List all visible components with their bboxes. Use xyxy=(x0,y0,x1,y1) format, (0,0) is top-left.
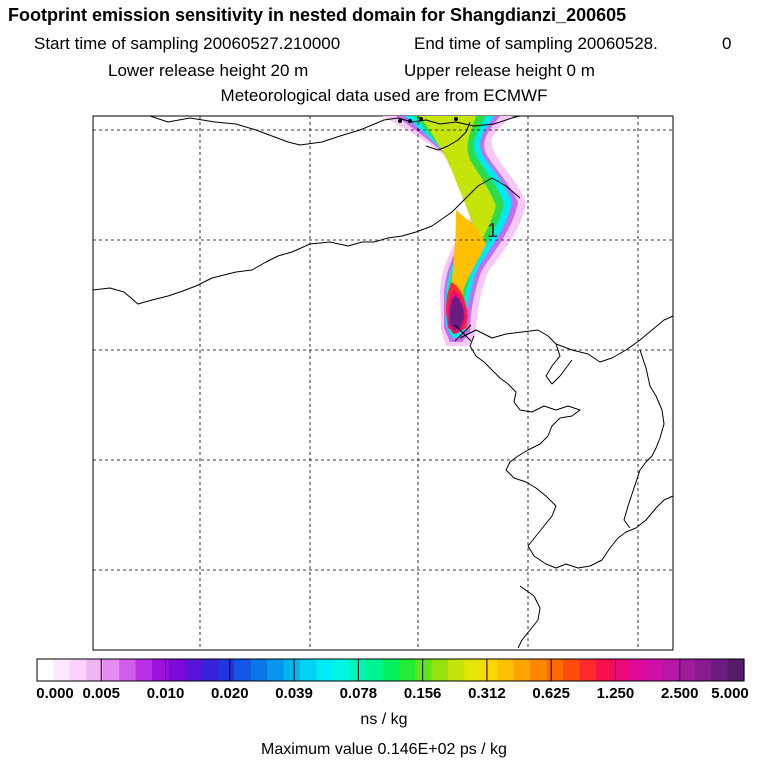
lower-release-height: Lower release height 20 m xyxy=(108,61,309,80)
end-time-label: End time of sampling 20060528. xyxy=(414,34,658,53)
colorbar-tick-label: 0.078 xyxy=(339,685,378,702)
footprint-plume xyxy=(382,116,526,346)
map-frame xyxy=(92,115,674,651)
met-data-label: Meteorological data used are from ECMWF xyxy=(220,86,548,105)
colorbar-tick-label: 0.312 xyxy=(468,685,506,702)
colorbar-tick-label: 0.156 xyxy=(403,685,442,702)
colorbar-tick-label: 2.500 xyxy=(660,685,699,702)
colorbar-tick-label: 0.039 xyxy=(275,685,313,702)
receptor-marker xyxy=(454,324,472,342)
upper-release-height: Upper release height 0 m xyxy=(404,61,595,80)
end-time-value: 0 xyxy=(722,34,732,53)
colorbar-tick-label: 0.625 xyxy=(532,685,570,702)
colorbar-unit: ns / kg xyxy=(360,711,408,728)
graticule xyxy=(93,116,673,650)
colorbar-tick-label: 0.000 xyxy=(36,685,74,702)
colorbar-tick-label: 5.000 xyxy=(711,685,749,702)
maximum-value: Maximum value 0.146E+02 ps / kg xyxy=(261,741,507,758)
colorbar-tick-label: 0.005 xyxy=(82,685,121,702)
coastlines xyxy=(92,115,674,649)
colorbar-tick-label: 1.250 xyxy=(596,685,635,702)
page-title: Footprint emission sensitivity in nested… xyxy=(8,5,627,25)
colorbar-tick-label: 0.020 xyxy=(211,685,249,702)
start-time-label: Start time of sampling 20060527.210000 xyxy=(34,34,341,53)
city-markers xyxy=(398,117,458,123)
colorbar-tick-label: 0.010 xyxy=(146,685,185,702)
plume-label: 1 xyxy=(487,220,498,242)
